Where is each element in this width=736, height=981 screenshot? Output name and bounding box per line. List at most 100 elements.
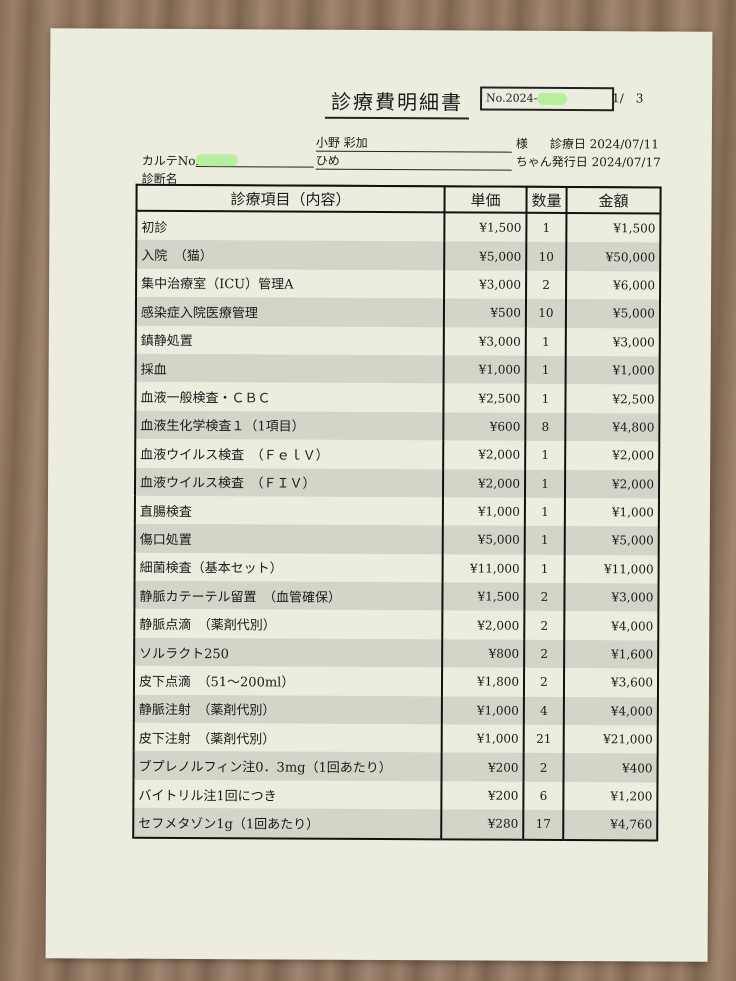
cell-unit-price: ¥1,000 [443, 355, 526, 385]
cell-amount: ¥400 [563, 753, 658, 783]
cell-quantity: 1 [524, 526, 565, 555]
table-row: 細菌検査（基本セット） ¥11,000 1 ¥11,000 [134, 552, 659, 584]
cell-unit-price: ¥2,000 [443, 440, 526, 470]
cell-amount: ¥2,000 [565, 441, 660, 470]
cell-amount: ¥50,000 [566, 242, 661, 272]
cell-unit-price: ¥3,000 [443, 326, 526, 356]
table-row: 静脈注射 （薬剤代別） ¥1,000 4 ¥4,000 [133, 694, 658, 726]
cell-quantity: 8 [525, 412, 566, 442]
table-row: バイトリル注1回につき ¥200 6 ¥1,200 [133, 779, 658, 811]
invoice-paper: 診療費明細書 No.2024- 1/ 3 小野 彩加 様 診療日 2024/07… [45, 28, 713, 962]
cell-item: 鎮静処置 [135, 325, 444, 356]
cell-item: 感染症入院医療管理 [135, 296, 445, 327]
cell-amount: ¥11,000 [564, 554, 659, 584]
cell-unit-price: ¥3,000 [444, 270, 527, 299]
cell-amount: ¥4,760 [563, 810, 658, 841]
cell-amount: ¥2,000 [564, 469, 660, 499]
cell-item: 細菌検査（基本セット） [134, 552, 443, 583]
cell-unit-price: ¥200 [441, 752, 524, 782]
table-row: 鎮静処置 ¥3,000 1 ¥3,000 [135, 325, 660, 357]
cell-amount: ¥5,000 [564, 526, 659, 556]
cell-amount: ¥1,000 [564, 497, 659, 527]
cell-item: 静脈注射 （薬剤代別） [133, 694, 442, 725]
table-row: 直腸検査 ¥1,000 1 ¥1,000 [134, 495, 659, 527]
redacted-mark [537, 92, 568, 105]
cell-unit-price: ¥1,000 [442, 497, 525, 527]
cell-amount: ¥6,000 [566, 270, 661, 300]
items-table: 診療項目（内容） 単価 数量 金額 初診 ¥1,500 1 ¥1,500 入院 （猫） ¥… [132, 183, 662, 842]
cell-unit-price: ¥1,800 [441, 667, 525, 697]
cell-item: 血液ウイルス検査 （ＦＩＶ） [134, 467, 444, 498]
cell-amount: ¥3,000 [565, 327, 660, 357]
owner-name-line: 小野 彩加 [315, 133, 512, 153]
cell-quantity: 1 [524, 469, 566, 498]
cell-quantity: 1 [525, 327, 566, 356]
cell-quantity: 2 [523, 753, 564, 782]
table-row: ブプレノルフィン注0．3mg（1回あたり） ¥200 2 ¥400 [133, 751, 658, 783]
table-row: 皮下点滴 （51～200ml） ¥1,800 2 ¥3,600 [133, 665, 659, 698]
cell-item: 血液生化学検査１（1項目） [135, 410, 444, 441]
cell-quantity: 4 [523, 696, 564, 726]
cell-item: ブプレノルフィン注0．3mg（1回あたり） [133, 751, 442, 782]
cell-amount: ¥2,500 [565, 384, 660, 414]
cell-unit-price: ¥200 [441, 781, 524, 810]
table-row: 傷口処置 ¥5,000 1 ¥5,000 [134, 524, 659, 556]
table-row: 皮下注射 （薬剤代別） ¥1,000 21 ¥21,000 [133, 722, 658, 754]
table-header: 診療項目（内容） 単価 数量 金額 [136, 184, 661, 214]
table-row: 静脈カテーテル留置 （血管確保） ¥1,500 2 ¥3,000 [134, 580, 659, 612]
cell-quantity: 2 [524, 582, 565, 612]
pet-name-line: ひめ [315, 151, 512, 171]
cell-item: 初診 [136, 210, 445, 242]
header-quantity: 数量 [526, 186, 567, 213]
cell-item: 傷口処置 [134, 524, 443, 555]
cell-quantity: 1 [525, 440, 566, 470]
table-row: 入院 （猫） ¥5,000 10 ¥50,000 [136, 240, 661, 272]
table-row: セフメタゾン1g（1回あたり） ¥280 17 ¥4,760 [133, 807, 658, 841]
cell-unit-price: ¥2,500 [443, 383, 526, 413]
cell-amount: ¥4,000 [564, 611, 659, 641]
table-row: 血液ウイルス検査 （ＦｅｌＶ） ¥2,000 1 ¥2,000 [135, 438, 660, 470]
cell-unit-price: ¥2,000 [442, 610, 525, 640]
cell-quantity: 21 [523, 724, 564, 754]
cell-quantity: 10 [526, 242, 567, 271]
cell-item: 血液ウイルス検査 （ＦｅｌＶ） [135, 438, 444, 469]
cell-amount: ¥3,600 [563, 668, 659, 698]
header-amount: 金額 [566, 186, 661, 214]
table-row: ソルラクト250 ¥800 2 ¥1,600 [134, 637, 659, 669]
cell-quantity: 17 [523, 809, 564, 840]
redacted-mark [195, 153, 238, 166]
cell-amount: ¥1,000 [565, 355, 660, 385]
table-row: 血液生化学検査１（1項目） ¥600 8 ¥4,800 [135, 410, 660, 442]
cell-quantity: 1 [525, 355, 566, 385]
cell-amount: ¥3,000 [564, 583, 659, 612]
cell-unit-price: ¥1,500 [444, 212, 527, 243]
cell-amount: ¥1,200 [563, 781, 658, 811]
document-number: No.2024- [480, 86, 615, 112]
table-row: 血液ウイルス検査 （ＦＩＶ） ¥2,000 1 ¥2,000 [134, 467, 660, 499]
page-number: 1/ 3 [612, 91, 644, 106]
visit-date: 診療日 2024/07/11 [549, 136, 659, 152]
table-row: 採血 ¥1,000 1 ¥1,000 [135, 353, 660, 385]
cell-unit-price: ¥280 [441, 809, 524, 840]
cell-amount: ¥5,000 [565, 299, 661, 329]
cell-item: 集中治療室（ICU）管理A [136, 268, 445, 299]
cell-item: セフメタゾン1g（1回あたり） [133, 807, 442, 839]
cell-item: 静脈点滴 （薬剤代別） [134, 609, 443, 640]
cell-unit-price: ¥1,000 [441, 724, 524, 754]
cell-item: 静脈カテーテル留置 （血管確保） [134, 580, 443, 611]
header-unit-price: 単価 [444, 186, 527, 213]
issue-date: ちゃん発行日 2024/07/17 [515, 154, 661, 170]
cell-quantity: 10 [525, 298, 567, 328]
cell-unit-price: ¥1,000 [441, 695, 524, 725]
cell-quantity: 1 [524, 497, 565, 527]
cell-item: 皮下点滴 （51～200ml） [133, 665, 443, 696]
owner-suffix: 様 [515, 136, 528, 151]
cell-quantity: 1 [524, 554, 565, 584]
cell-item: 入院 （猫） [136, 240, 445, 271]
cell-quantity: 2 [524, 639, 565, 669]
cell-quantity: 2 [524, 611, 565, 640]
table-row: 初診 ¥1,500 1 ¥1,500 [136, 210, 661, 243]
cell-item: 皮下注射 （薬剤代別） [133, 722, 442, 753]
table-row: 感染症入院医療管理 ¥500 10 ¥5,000 [135, 296, 661, 329]
table-row: 集中治療室（ICU）管理A ¥3,000 2 ¥6,000 [136, 268, 661, 300]
